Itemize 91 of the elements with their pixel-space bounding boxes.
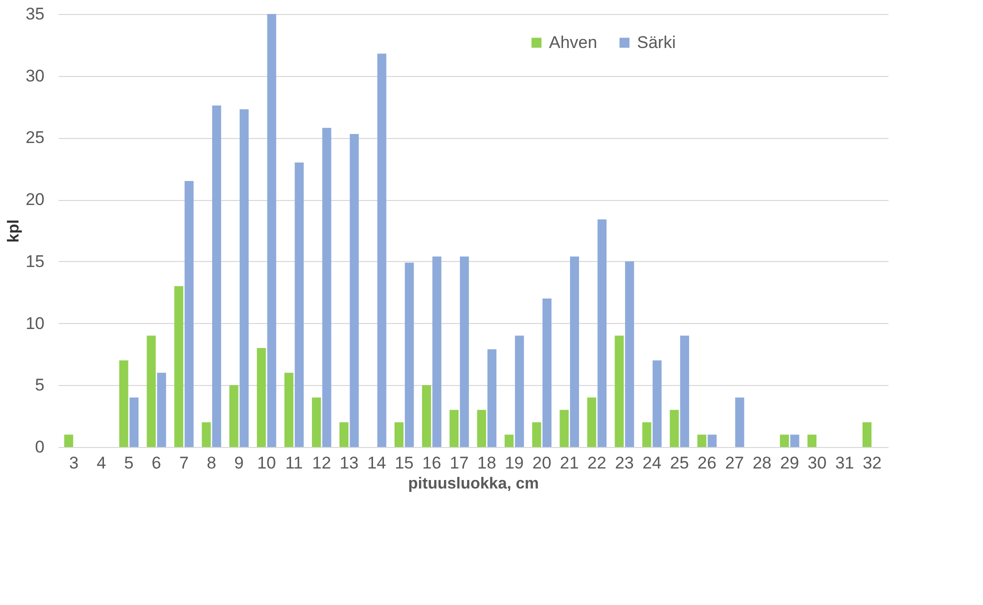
bar [240,109,249,447]
bar [642,422,652,447]
bar [432,256,442,447]
bar [570,256,580,447]
x-tick-label: 18 [477,454,496,472]
bar [322,128,332,447]
y-tick-label: 30 [26,66,44,86]
x-tick-label: 7 [179,454,189,472]
bar [625,261,634,447]
bar [256,348,266,447]
bar [350,134,359,447]
x-tick-label: 14 [367,454,386,472]
bar [862,422,872,447]
bar [377,54,386,447]
y-axis-title: kpl [6,219,23,243]
y-tick-label: 20 [26,190,44,210]
bar [504,434,514,447]
y-tick-label: 5 [35,376,44,395]
bar [560,410,569,447]
y-tick-label: 0 [35,438,44,456]
x-tick-label: 28 [752,454,772,472]
bar [532,422,542,447]
x-tick-label: 32 [862,454,882,472]
bar [284,372,294,447]
x-axis-title: pituusluokka, cm [408,476,539,492]
bar [212,106,222,447]
y-tick-label: 25 [26,128,44,148]
x-tick-label: 12 [312,454,332,472]
bar [64,434,74,447]
bar [394,422,404,447]
bar [614,336,624,447]
x-tick-label: 21 [560,454,579,472]
legend-label: Ahven [549,32,598,52]
x-tick-label: 26 [698,454,716,472]
bar [697,434,706,447]
x-tick-label: 22 [587,454,606,472]
bar [267,14,276,447]
x-tick-label: 23 [614,454,634,472]
x-tick-label: 24 [642,454,662,472]
bar [708,434,717,447]
x-tick-label: 29 [780,454,800,472]
bar [450,410,459,447]
x-tick-label: 19 [504,454,524,472]
bar [487,349,496,447]
bar [422,385,432,447]
bar [680,336,690,447]
x-tick-label: 5 [124,454,134,472]
x-tick-label: 8 [206,454,216,472]
bar [339,422,348,447]
bar [514,336,524,447]
x-tick-label: 16 [422,454,442,472]
bar [312,398,321,447]
bar [542,298,552,447]
bar [790,434,800,447]
x-tick-label: 3 [69,454,79,472]
bar [294,162,304,447]
bar [202,422,211,447]
x-tick-label: 11 [285,454,303,472]
x-tick-label: 13 [340,454,359,472]
bar [780,434,789,447]
bar [460,256,469,447]
bar [735,398,744,447]
bar [404,262,414,447]
bar [652,360,662,447]
bar [477,410,486,447]
bar [587,398,596,447]
x-tick-label: 27 [725,454,744,472]
bar [670,410,679,447]
bar [184,181,194,447]
y-tick-label: 15 [26,252,44,271]
bar [130,398,139,447]
bar [146,336,156,447]
bar [119,360,128,447]
legend-label: Särki [637,32,676,52]
bar [598,219,607,447]
x-tick-label: 25 [670,454,689,472]
bar [229,385,238,447]
x-tick-label: 15 [394,454,414,472]
x-tick-label: 30 [808,454,827,472]
x-tick-label: 20 [532,454,552,472]
x-tick-label: 31 [835,454,854,472]
y-tick-label: 10 [26,314,44,333]
x-tick-label: 10 [257,454,276,472]
y-tick-label: 35 [26,4,44,24]
bar [157,372,166,447]
x-tick-label: 6 [152,454,162,472]
x-tick-label: 17 [450,454,469,472]
x-tick-label: 9 [234,454,244,472]
bar [807,434,816,447]
x-tick-label: 4 [96,454,106,472]
bar [174,286,184,447]
